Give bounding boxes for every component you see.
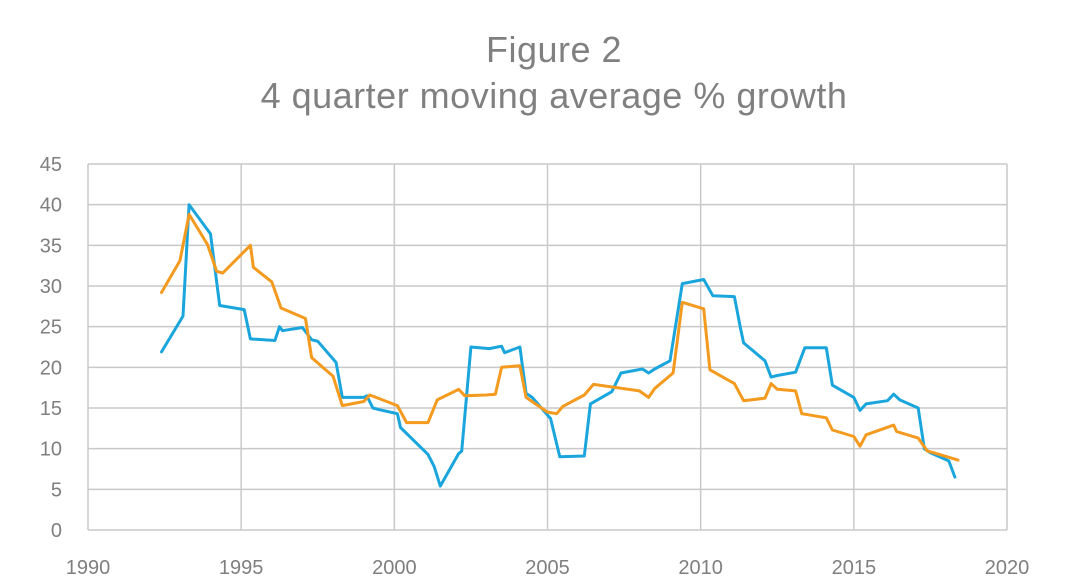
- series-group: [160, 203, 960, 488]
- x-tick-label: 2020: [985, 557, 1030, 579]
- y-axis-tick-labels: 0 5 10 15 20 25 30 35 40 45: [40, 154, 62, 542]
- y-tick-label: 45: [40, 154, 62, 176]
- y-tick-label: 25: [40, 317, 62, 339]
- y-tick-label: 0: [51, 520, 62, 542]
- grid: [87, 163, 1008, 531]
- chart-title-line-1: Figure 2: [485, 29, 623, 70]
- y-tick-label: 40: [40, 195, 62, 217]
- y-tick-label: 15: [40, 398, 62, 420]
- x-tick-label: 2005: [525, 557, 570, 579]
- y-tick-label: 5: [51, 479, 62, 501]
- y-tick-label: 35: [40, 235, 62, 257]
- x-tick-label: 2000: [372, 557, 417, 579]
- x-tick-label: 2015: [832, 557, 877, 579]
- series-line-1: [160, 203, 957, 488]
- x-tick-label: 1995: [219, 557, 264, 579]
- chart-title-line-2: 4 quarter moving average % growth: [260, 75, 848, 116]
- x-tick-label: 1990: [66, 557, 111, 579]
- series-line-2: [160, 212, 960, 462]
- x-tick-label: 2010: [678, 557, 723, 579]
- y-tick-label: 30: [40, 276, 62, 298]
- x-axis-tick-labels: 1990 1995 2000 2005 2010 2015 2020: [66, 557, 1030, 579]
- y-tick-label: 20: [40, 357, 62, 379]
- y-tick-label: 10: [40, 439, 62, 461]
